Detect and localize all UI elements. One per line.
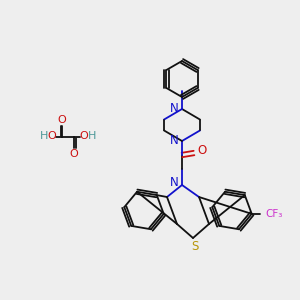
- Text: N: N: [169, 176, 178, 190]
- Text: CF₃: CF₃: [265, 209, 282, 219]
- Text: O: O: [197, 145, 207, 158]
- Text: S: S: [191, 241, 199, 254]
- Text: O: O: [80, 131, 88, 141]
- Text: N: N: [169, 103, 178, 116]
- Text: O: O: [58, 115, 66, 125]
- Text: O: O: [48, 131, 56, 141]
- Text: H: H: [40, 131, 48, 141]
- Text: O: O: [70, 149, 78, 159]
- Text: N: N: [169, 134, 178, 148]
- Text: H: H: [88, 131, 96, 141]
